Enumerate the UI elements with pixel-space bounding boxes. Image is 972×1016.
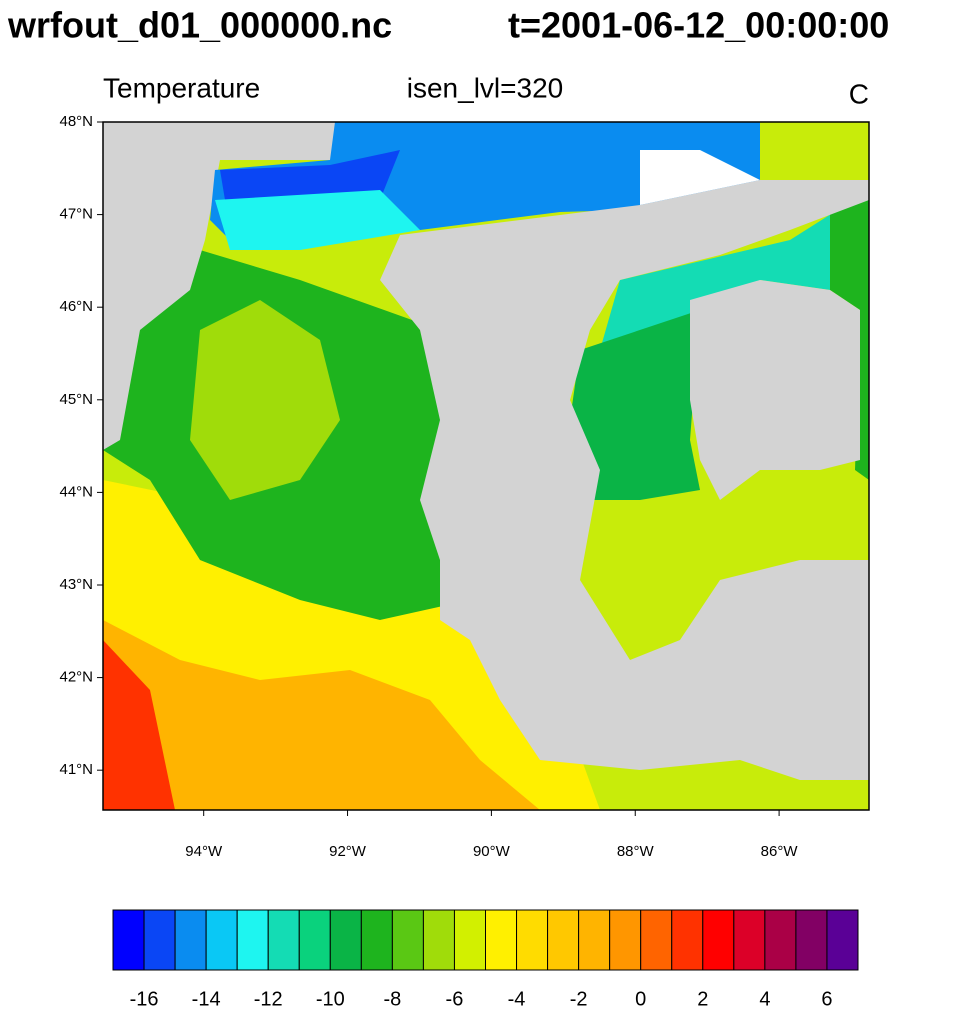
colorbar-box (764, 909, 797, 971)
colorbar-box (112, 909, 145, 971)
colorbar-box (329, 909, 362, 971)
colorbar-box (143, 909, 176, 971)
y-tick-label: 41°N (59, 761, 93, 778)
y-tick-label: 43°N (59, 576, 93, 593)
colorbar-label: 6 (821, 988, 832, 1010)
center-title: isen_lvl=320 (407, 72, 563, 103)
colorbar-box (205, 909, 238, 971)
x-tick-label: 94°W (185, 843, 223, 860)
x-tick-label: 88°W (617, 843, 655, 860)
colorbar-box (422, 909, 455, 971)
colorbar-label: -14 (192, 988, 221, 1010)
colorbar-label: -6 (446, 988, 464, 1010)
colorbar-box (516, 909, 549, 971)
colorbar-label: -10 (316, 988, 345, 1010)
plot-frame (102, 121, 870, 811)
x-tick-label: 86°W (761, 843, 799, 860)
file-title: wrfout_d01_000000.nc (7, 5, 392, 46)
colorbar-label: -4 (508, 988, 526, 1010)
colorbar-box (360, 909, 393, 971)
colorbar-label: -16 (130, 988, 159, 1010)
time-title: t=2001-06-12_00:00:00 (508, 5, 889, 46)
colorbar-box (174, 909, 207, 971)
colorbar-box (609, 909, 642, 971)
x-tick-label: 90°W (473, 843, 511, 860)
field (103, 122, 869, 810)
colorbar-label: -8 (383, 988, 401, 1010)
y-tick-label: 46°N (59, 298, 93, 315)
y-tick-label: 42°N (59, 669, 93, 686)
colorbar-box (578, 909, 611, 971)
colorbar-box (671, 909, 704, 971)
colorbar-box (236, 909, 269, 971)
colorbar-label: -2 (570, 988, 588, 1010)
colorbar-box (640, 909, 673, 971)
colorbar-box (485, 909, 518, 971)
colorbar-label: 2 (697, 988, 708, 1010)
colorbar-box (826, 909, 859, 971)
units: C (849, 78, 869, 109)
colorbar-label: 0 (635, 988, 646, 1010)
y-tick-label: 47°N (59, 206, 93, 223)
y-tick-label: 48°N (59, 113, 93, 130)
colorbar-label: -12 (254, 988, 283, 1010)
colorbar-box (547, 909, 580, 971)
colorbar-box (795, 909, 828, 971)
y-tick-label: 44°N (59, 483, 93, 500)
colorbar-box (298, 909, 331, 971)
colorbar-box (453, 909, 487, 971)
x-tick-label: 92°W (329, 843, 367, 860)
colorbar-box (733, 909, 766, 971)
colorbar-label: 4 (759, 988, 770, 1010)
y-tick-label: 45°N (59, 391, 93, 408)
colorbar-box (267, 909, 300, 971)
colorbar-box (702, 909, 735, 971)
left-title: Temperature (103, 72, 260, 103)
colorbar-box (391, 909, 424, 971)
